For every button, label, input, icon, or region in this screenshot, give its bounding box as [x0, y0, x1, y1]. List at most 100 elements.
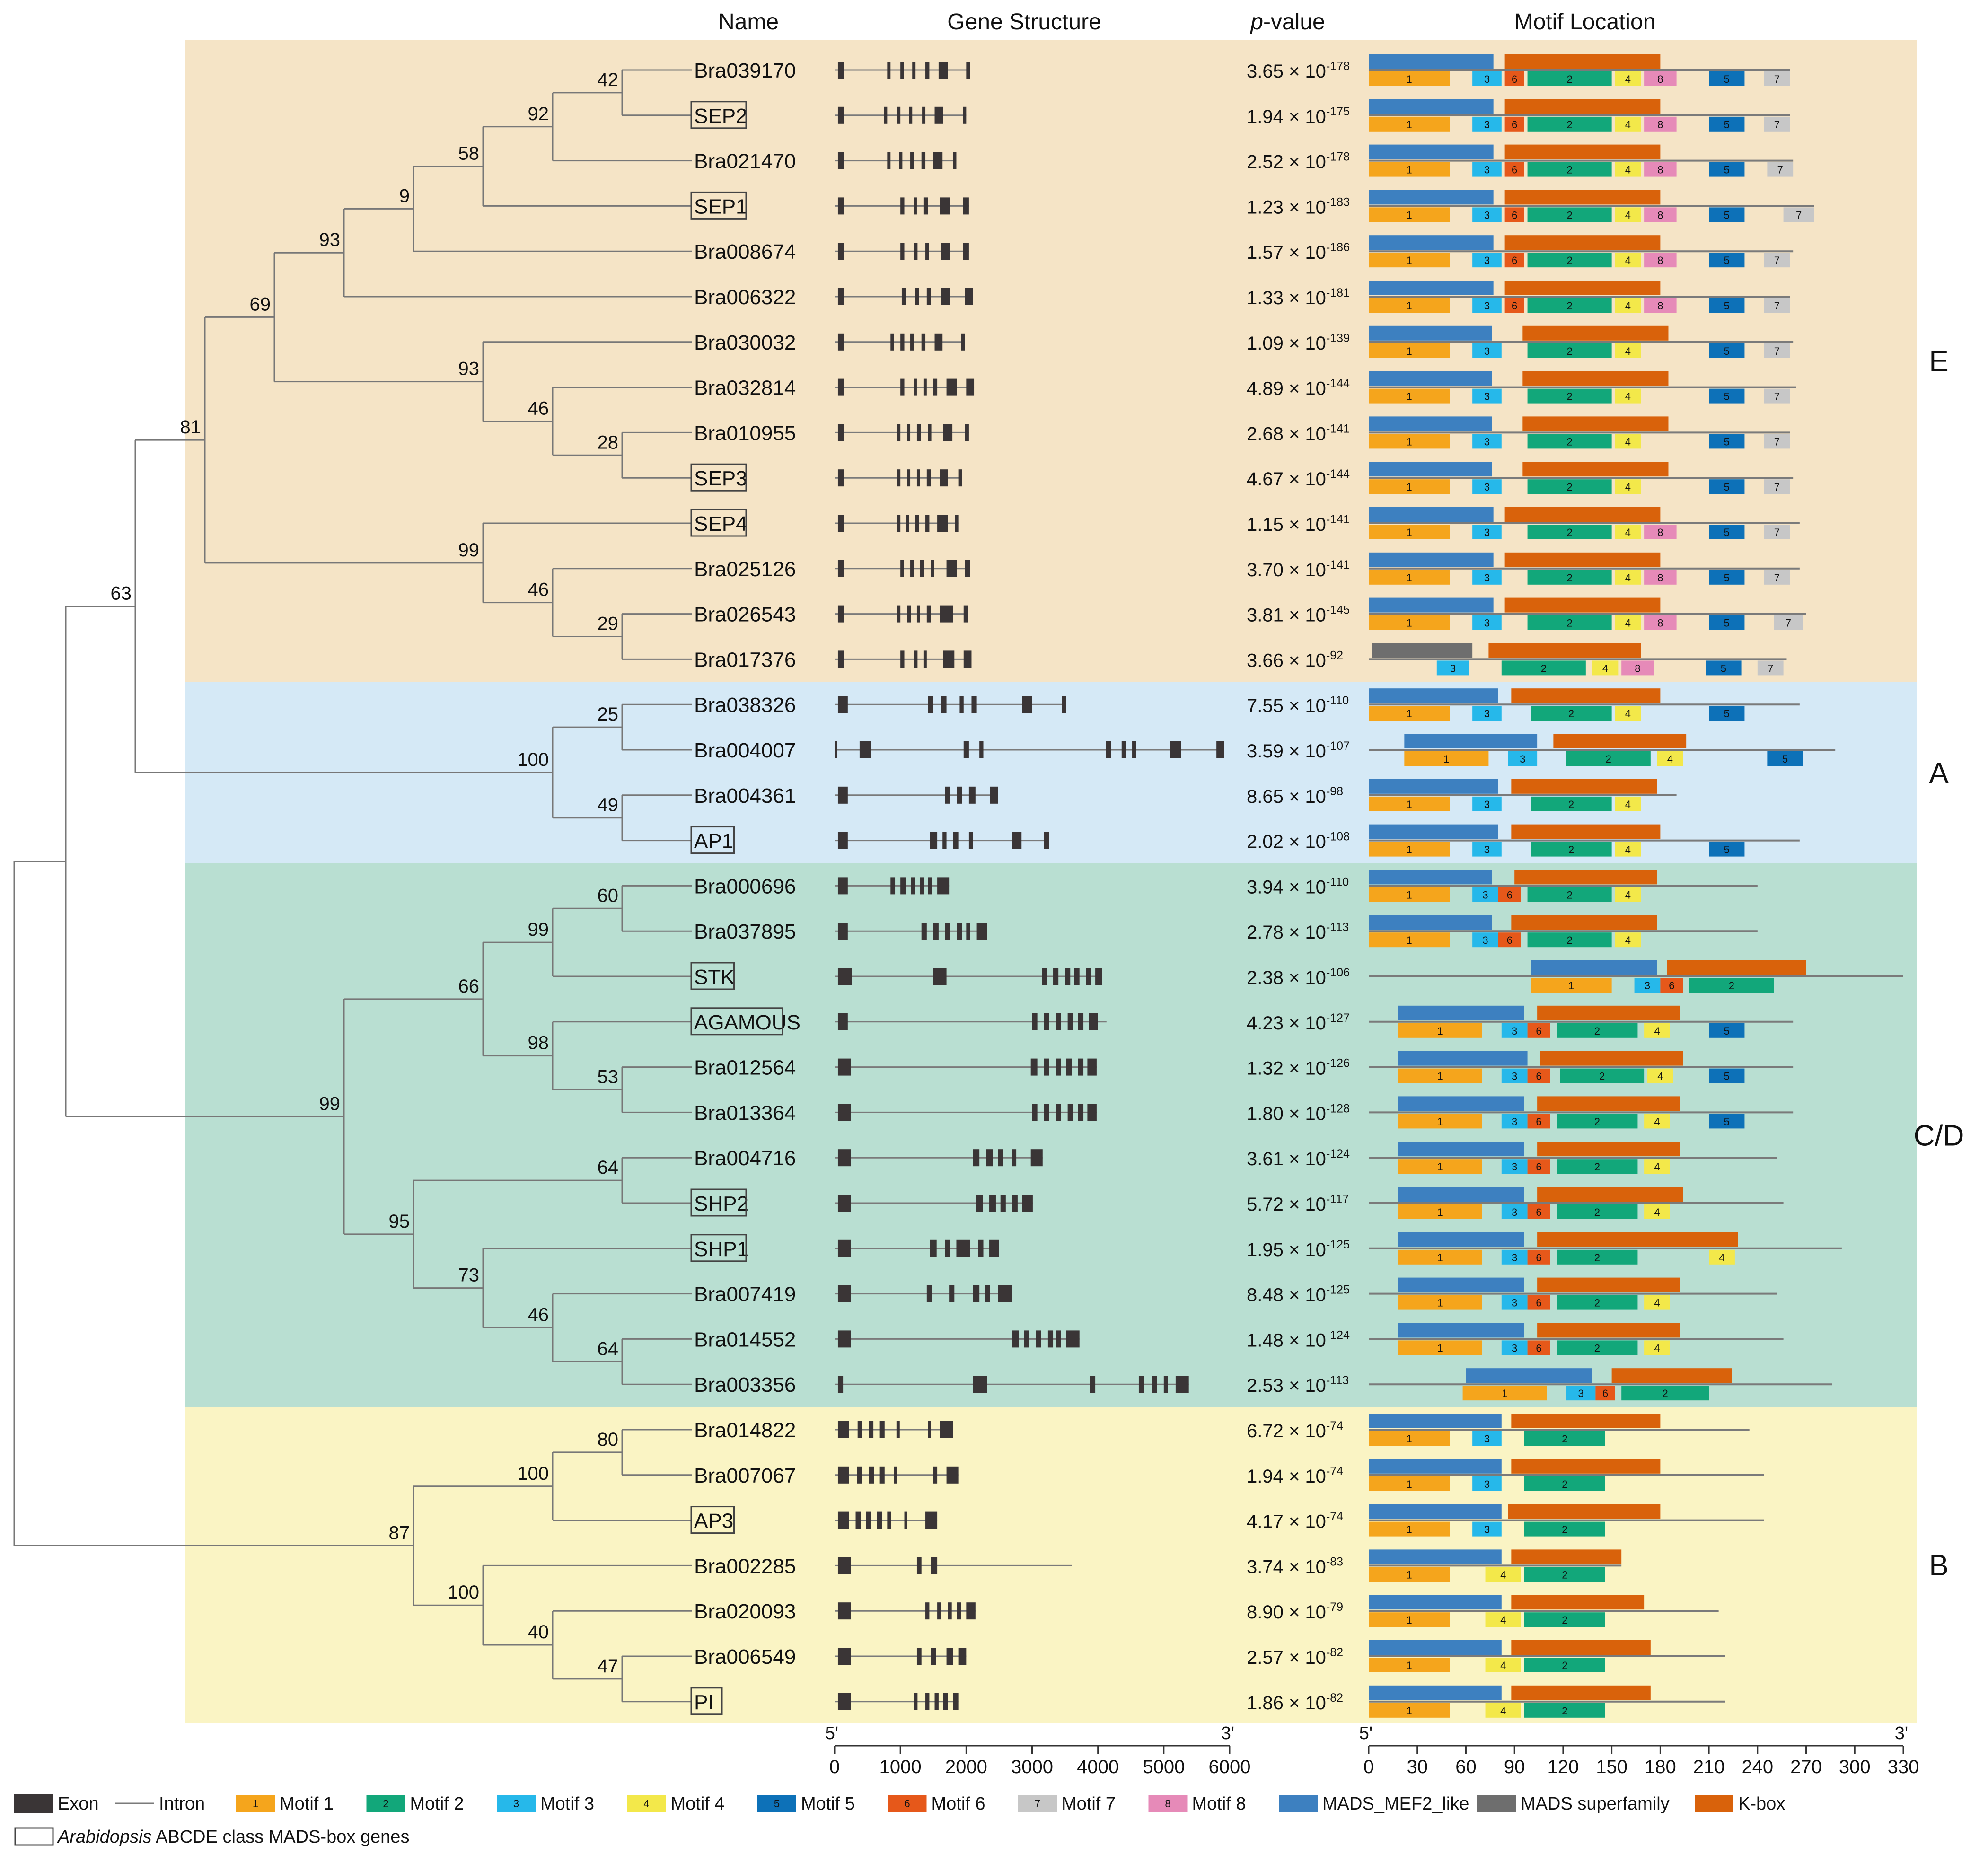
exon-block: [1078, 1013, 1084, 1030]
motif-4: [1644, 1159, 1670, 1174]
domain-mef2: [1398, 1323, 1524, 1338]
domain-kbox: [1511, 1685, 1651, 1700]
p-value-exponent: -127: [1326, 1011, 1350, 1025]
p-value-exponent: -110: [1326, 875, 1349, 888]
exon-block: [835, 741, 837, 758]
motif-2: [1560, 1068, 1645, 1083]
exon-block: [966, 62, 970, 79]
motif-7: [1764, 253, 1790, 268]
motif-3: [1472, 525, 1502, 539]
motif-number: 3: [1520, 753, 1525, 765]
motif-number: 4: [1654, 1206, 1660, 1218]
motif-5: [1709, 388, 1745, 404]
motif-number: 5: [1724, 617, 1730, 629]
exon-block: [1000, 1195, 1006, 1212]
domain-kbox: [1511, 1595, 1645, 1610]
motif-3: [1472, 887, 1498, 902]
motif-location: 1 3 2: [1369, 1504, 1764, 1537]
motif-number: 4: [1719, 1252, 1724, 1264]
motif-2: [1524, 1658, 1605, 1672]
motif-number: 2: [1594, 1116, 1600, 1127]
exon-block: [1044, 1013, 1049, 1030]
motif-number: 8: [1657, 73, 1663, 85]
domain-kbox: [1537, 1142, 1680, 1157]
motif-1: [1462, 1386, 1547, 1401]
gene-name: Bra004361: [694, 784, 796, 808]
motif-number: 3: [1484, 436, 1490, 448]
motif-number: 4: [1602, 662, 1608, 674]
motif-number: 4: [1667, 753, 1673, 765]
p-value-exponent: -74: [1326, 1419, 1343, 1432]
exon-block: [869, 1421, 874, 1438]
motif-6: [1504, 116, 1524, 132]
exon-block: [989, 1239, 999, 1257]
motif-number: 4: [1654, 1161, 1660, 1173]
exon-block: [1087, 1058, 1097, 1076]
motif-2: [1689, 978, 1774, 993]
p-value-exponent: -92: [1326, 649, 1343, 662]
motif-number: 4: [1500, 1705, 1506, 1717]
p-value: 1.94 × 10-74: [1247, 1465, 1343, 1487]
p-value-exponent: -145: [1326, 604, 1350, 617]
motif-number: 1: [1406, 345, 1412, 357]
motif-number: 2: [1594, 1297, 1600, 1309]
p-value: 4.67 × 10-144: [1247, 467, 1350, 490]
gene-structure: [835, 197, 969, 215]
motif-4: [1615, 434, 1641, 449]
motif-number: 1: [1406, 1478, 1412, 1490]
p-value-exponent: -98: [1326, 785, 1343, 798]
exon-block: [966, 378, 975, 396]
gene-structure: [835, 877, 950, 895]
exon-block: [941, 288, 950, 305]
motif-6: [1504, 162, 1524, 177]
motif-5: [1709, 706, 1745, 721]
p-value: 3.70 × 10-141: [1247, 558, 1350, 580]
motif-3: [1501, 1068, 1528, 1083]
p-value-exponent: -141: [1326, 558, 1350, 571]
p-value-exponent: -79: [1326, 1600, 1343, 1614]
motif-number: 5: [1724, 255, 1730, 266]
motif-number: 2: [1568, 844, 1574, 856]
p-value-exponent: -110: [1326, 694, 1349, 707]
exon-block: [938, 62, 948, 79]
motif-number: 8: [1657, 300, 1663, 312]
motif-number: 2: [1599, 1071, 1605, 1082]
p-value-mantissa: 1.94 × 10: [1247, 106, 1326, 127]
gene-structure: [835, 1376, 1189, 1393]
exon-block: [890, 333, 894, 351]
motif-4: [1615, 706, 1641, 721]
motif-4: [1615, 343, 1641, 358]
motif-4: [1615, 116, 1641, 132]
exon-block: [933, 152, 943, 169]
gene-row-bra004361: Bra004361 8.65 × 10-98 1 3 2 4: [694, 779, 1677, 811]
motif-5: [1709, 71, 1745, 86]
exon-block: [966, 923, 970, 940]
gene-structure: [835, 333, 965, 351]
axis-tick-label: 90: [1504, 1757, 1525, 1777]
header-p-suffix: -value: [1263, 9, 1325, 35]
motif-location: 1 3 6 2 4: [1369, 1277, 1777, 1310]
domain-mef2: [1369, 99, 1494, 114]
motif-4: [1485, 1658, 1521, 1672]
gene-name: PI: [694, 1691, 714, 1714]
exon-block: [925, 1602, 930, 1620]
gene-name: SEP4: [694, 512, 748, 536]
arabidopsis-gene-box: [690, 1234, 747, 1262]
motif-number: 3: [1484, 255, 1490, 266]
motif-4: [1709, 1249, 1735, 1265]
motif-number: 1: [1568, 980, 1574, 992]
motif-3: [1501, 1114, 1528, 1129]
motif-5: [1709, 116, 1745, 132]
p-value: 1.95 × 10-125: [1247, 1238, 1350, 1260]
motif-number: 6: [1512, 164, 1517, 176]
exon-block: [965, 560, 970, 577]
gene-row-bra010955: Bra010955 2.68 × 10-141 1 3 2 4 5 7: [694, 416, 1790, 449]
motif-number: 2: [1729, 980, 1734, 992]
gene-row-ap1: AP1 2.02 × 10-108 1 3 2 4 5: [690, 824, 1800, 857]
motif-number: 2: [1566, 527, 1572, 538]
gene-row-bra006549: Bra006549 2.57 × 10-82 1 4 2: [694, 1640, 1725, 1672]
exon-block: [837, 106, 844, 124]
legend-motif-number: 1: [253, 1798, 258, 1810]
exon-block: [915, 288, 919, 305]
p-value-exponent: -175: [1326, 105, 1350, 118]
